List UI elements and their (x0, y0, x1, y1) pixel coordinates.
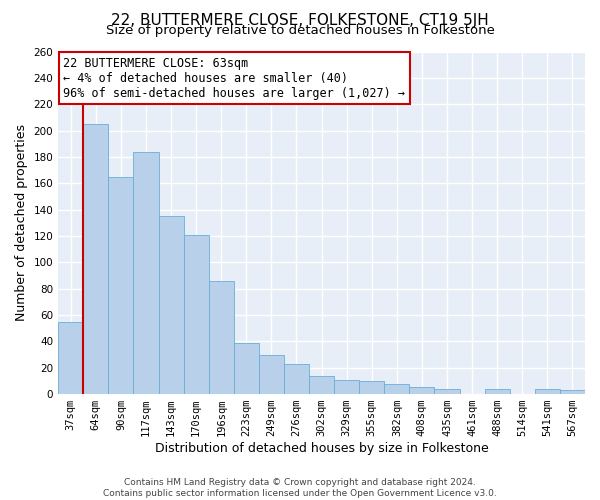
Bar (158, 216, 184, 394)
Y-axis label: Number of detached properties: Number of detached properties (15, 124, 28, 322)
Text: Size of property relative to detached houses in Folkestone: Size of property relative to detached ho… (106, 24, 494, 37)
Bar (284, 364, 309, 394)
Bar (133, 152, 158, 394)
Bar (434, 389, 460, 394)
Text: Contains HM Land Registry data © Crown copyright and database right 2024.
Contai: Contains HM Land Registry data © Crown c… (103, 478, 497, 498)
Bar (385, 384, 409, 394)
Text: 22 BUTTERMERE CLOSE: 63sqm
← 4% of detached houses are smaller (40)
96% of semi-: 22 BUTTERMERE CLOSE: 63sqm ← 4% of detac… (64, 56, 406, 100)
Text: 22, BUTTERMERE CLOSE, FOLKESTONE, CT19 5JH: 22, BUTTERMERE CLOSE, FOLKESTONE, CT19 5… (111, 12, 489, 28)
Bar (409, 388, 434, 394)
Bar (359, 381, 385, 394)
Bar (259, 354, 284, 394)
Bar (535, 389, 560, 394)
Bar (83, 124, 109, 394)
X-axis label: Distribution of detached houses by size in Folkestone: Distribution of detached houses by size … (155, 442, 488, 455)
Bar (58, 322, 83, 394)
Bar (209, 281, 234, 394)
Bar (234, 342, 259, 394)
Bar (109, 176, 133, 394)
Bar (309, 376, 334, 394)
Bar (334, 380, 359, 394)
Bar (560, 390, 585, 394)
Bar (485, 389, 510, 394)
Bar (184, 234, 209, 394)
